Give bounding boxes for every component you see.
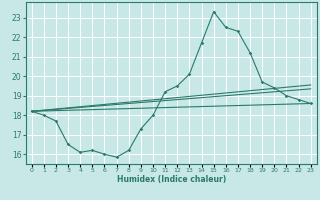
X-axis label: Humidex (Indice chaleur): Humidex (Indice chaleur) bbox=[116, 175, 226, 184]
